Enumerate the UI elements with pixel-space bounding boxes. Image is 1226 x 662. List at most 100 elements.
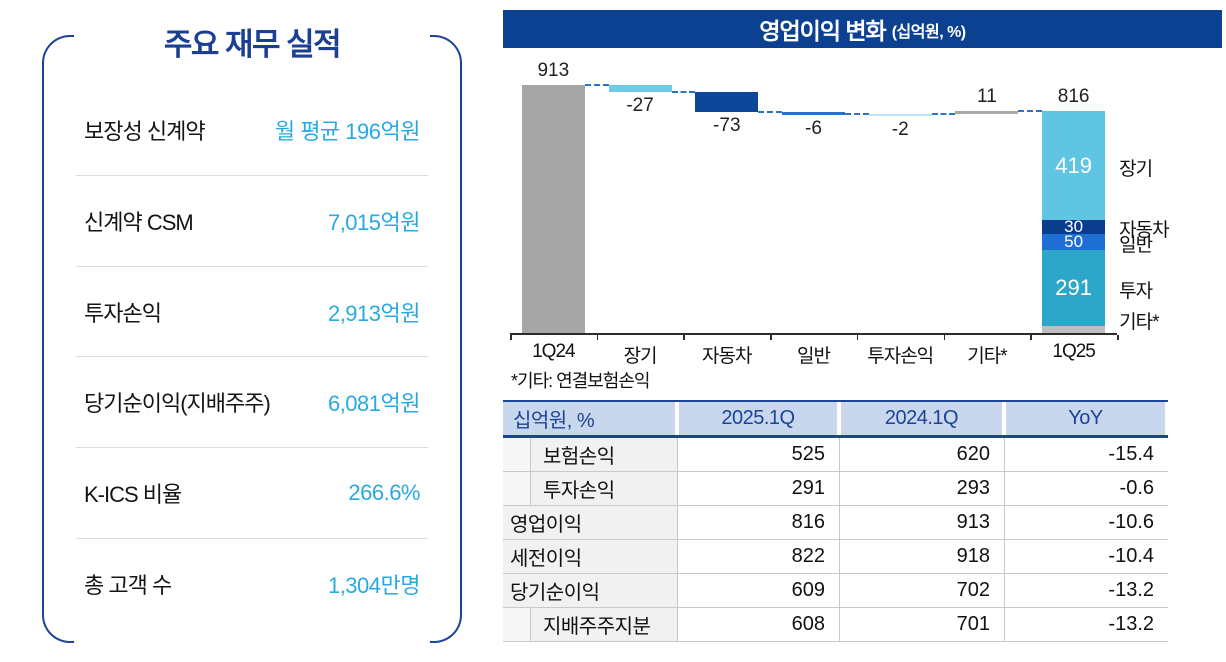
- waterfall-bar-auto: [695, 92, 759, 113]
- row-label: 보험손익: [543, 446, 615, 468]
- cell-investment-pl-0: 291: [678, 472, 840, 505]
- axis-tick: [510, 335, 512, 340]
- cell-investment-pl-2: -0.6: [1005, 472, 1168, 505]
- chart-title: 영업이익 변화: [759, 18, 886, 44]
- seg-general-value-label: 50: [1064, 231, 1084, 251]
- metric-label: K-ICS 비율: [84, 482, 182, 508]
- panel-border-left-bracket: [42, 35, 74, 643]
- table-row-pretax-profit: 세전이익 822 918 -10.4: [503, 540, 1168, 574]
- row-label-cell: 당기순이익: [503, 574, 678, 607]
- indent-strip: [503, 608, 531, 641]
- waterfall-bar-investment: [868, 113, 932, 117]
- cell-controlling-interest-0: 608: [678, 608, 840, 641]
- seg-investment-name-label: 투자: [1119, 281, 1153, 302]
- bar-others-total-label: 11: [977, 86, 997, 108]
- waterfall-bar-longterm: [608, 85, 672, 93]
- metric-label: 투자손익: [84, 300, 162, 326]
- indent-strip: [503, 472, 531, 505]
- axis-tick: [1117, 335, 1119, 340]
- chart-unit-label: (십억원, %): [891, 24, 966, 41]
- table-header-unit: 십억원, %: [503, 402, 675, 435]
- waterfall-seg-longterm: [1042, 111, 1106, 220]
- metric-label: 보장성 신계약: [84, 118, 206, 144]
- seg-longterm-value-label: 419: [1055, 152, 1092, 178]
- metric-row-k-ics-ratio: K-ICS 비율 266.6%: [76, 448, 428, 540]
- metric-value: 6,081억원: [327, 391, 421, 417]
- metric-label: 신계약 CSM: [84, 209, 194, 235]
- row-label-cell: 영업이익: [503, 506, 678, 539]
- cell-net-profit-1: 702: [840, 574, 1005, 607]
- waterfall-seg-auto: [1042, 220, 1106, 234]
- seg-investment-value-label: 291: [1055, 275, 1092, 300]
- cell-net-profit-0: 609: [678, 574, 840, 607]
- connector-2: [758, 111, 782, 114]
- bar-investment-total-label: -2: [891, 119, 909, 141]
- axis-tick: [856, 335, 859, 340]
- waterfall-seg-investment: [1042, 250, 1106, 326]
- chart-title-banner: 영업이익 변화 (십억원, %): [503, 10, 1222, 48]
- cell-investment-pl-1: 293: [840, 472, 1005, 505]
- metric-value: 7,015억원: [327, 209, 421, 235]
- seg-longterm-name-label: 장기: [1119, 158, 1153, 180]
- x-label-bar-longterm: 장기: [623, 346, 658, 367]
- bar-general-total-label: -6: [805, 117, 822, 139]
- metric-value: 월 평균 196억원: [274, 118, 421, 144]
- waterfall-bar-others: [955, 111, 1019, 115]
- cell-pretax-profit-2: -10.4: [1005, 540, 1168, 573]
- metric-row-new-contract-csm: 신계약 CSM 7,015억원: [76, 176, 428, 267]
- cell-net-profit-2: -13.2: [1005, 574, 1168, 607]
- metric-row-net-income-controlling: 당기순이익(지배주주) 6,081억원: [76, 357, 428, 449]
- x-label-bar-1q24: 1Q24: [532, 341, 575, 362]
- cell-pretax-profit-0: 822: [678, 540, 840, 573]
- row-label-cell: 보험손익: [503, 438, 678, 471]
- bar-longterm-total-label: -27: [626, 95, 654, 117]
- connector-0: [584, 84, 609, 86]
- row-label-cell: 세전이익: [503, 540, 678, 573]
- row-label: 지배주주지분: [543, 616, 651, 638]
- table-header-yoy: YoY: [1006, 402, 1165, 435]
- cell-operating-profit-2: -10.6: [1005, 506, 1168, 539]
- axis-tick: [943, 335, 946, 340]
- table-row-operating-profit: 영업이익 816 913 -10.6: [503, 506, 1168, 540]
- axis-tick: [1030, 335, 1032, 340]
- table-row-controlling-interest: 지배주주지분 608 701 -13.2: [503, 608, 1168, 642]
- cell-insurance-pl-0: 525: [678, 438, 840, 471]
- chart-footnote: *기타: 연결보험손익: [511, 371, 650, 391]
- seg-auto-name-label: 자동차: [1119, 220, 1169, 241]
- row-label: 세전이익: [510, 548, 582, 570]
- waterfall-seg-general: [1042, 234, 1106, 250]
- metric-row-protection-new-contracts: 보장성 신계약 월 평균 196억원: [76, 85, 428, 176]
- seg-others-name-label: 기타*: [1119, 312, 1159, 333]
- header-gap: [675, 402, 679, 435]
- key-financials-panel: 주요 재무 실적 보장성 신계약 월 평균 196억원 신계약 CSM 7,015억원…: [42, 27, 462, 643]
- metric-value: 1,304만명: [327, 573, 421, 599]
- cell-operating-profit-1: 913: [840, 506, 1005, 539]
- cell-insurance-pl-2: -15.4: [1005, 438, 1168, 471]
- x-label-bar-investment: 투자손익: [867, 346, 934, 367]
- connector-5: [1018, 110, 1043, 113]
- x-label-bar-general: 일반: [797, 346, 831, 367]
- waterfall-bar-general: [782, 112, 845, 115]
- metric-row-investment-income: 투자손익 2,913억원: [76, 267, 428, 358]
- metric-value: 266.6%: [348, 480, 420, 506]
- cell-pretax-profit-1: 918: [840, 540, 1005, 573]
- panel-border-right-bracket: [430, 35, 462, 643]
- axis-tick: [596, 335, 599, 340]
- row-label: 영업이익: [510, 514, 582, 536]
- bar-1q24-total-label: 913: [537, 60, 570, 81]
- operating-profit-waterfall-chart: *기타: 연결보험손익 913 1Q24 -27 장기 -73 자동차 -6 일반 -2 투자손익…: [503, 48, 1222, 398]
- header-gap: [1002, 402, 1006, 435]
- cell-controlling-interest-2: -13.2: [1005, 608, 1168, 641]
- table-header-2025-1q: 2025.1Q: [679, 402, 837, 435]
- header-gap: [837, 402, 841, 435]
- seg-auto-value-label: 30: [1064, 216, 1084, 236]
- metric-value: 2,913억원: [327, 300, 421, 326]
- row-label: 투자손익: [543, 480, 615, 502]
- row-label: 당기순이익: [510, 582, 600, 604]
- row-label-cell: 지배주주지분: [503, 608, 678, 641]
- financial-results-table: 십억원, % 2025.1Q 2024.1Q YoY 보험손익 525 620 -15…: [503, 400, 1168, 642]
- table-header-2024-1q: 2024.1Q: [841, 402, 1002, 435]
- waterfall-seg-others: [1042, 326, 1106, 333]
- cell-insurance-pl-1: 620: [840, 438, 1005, 471]
- x-label-bar-others: 기타*: [967, 346, 1007, 367]
